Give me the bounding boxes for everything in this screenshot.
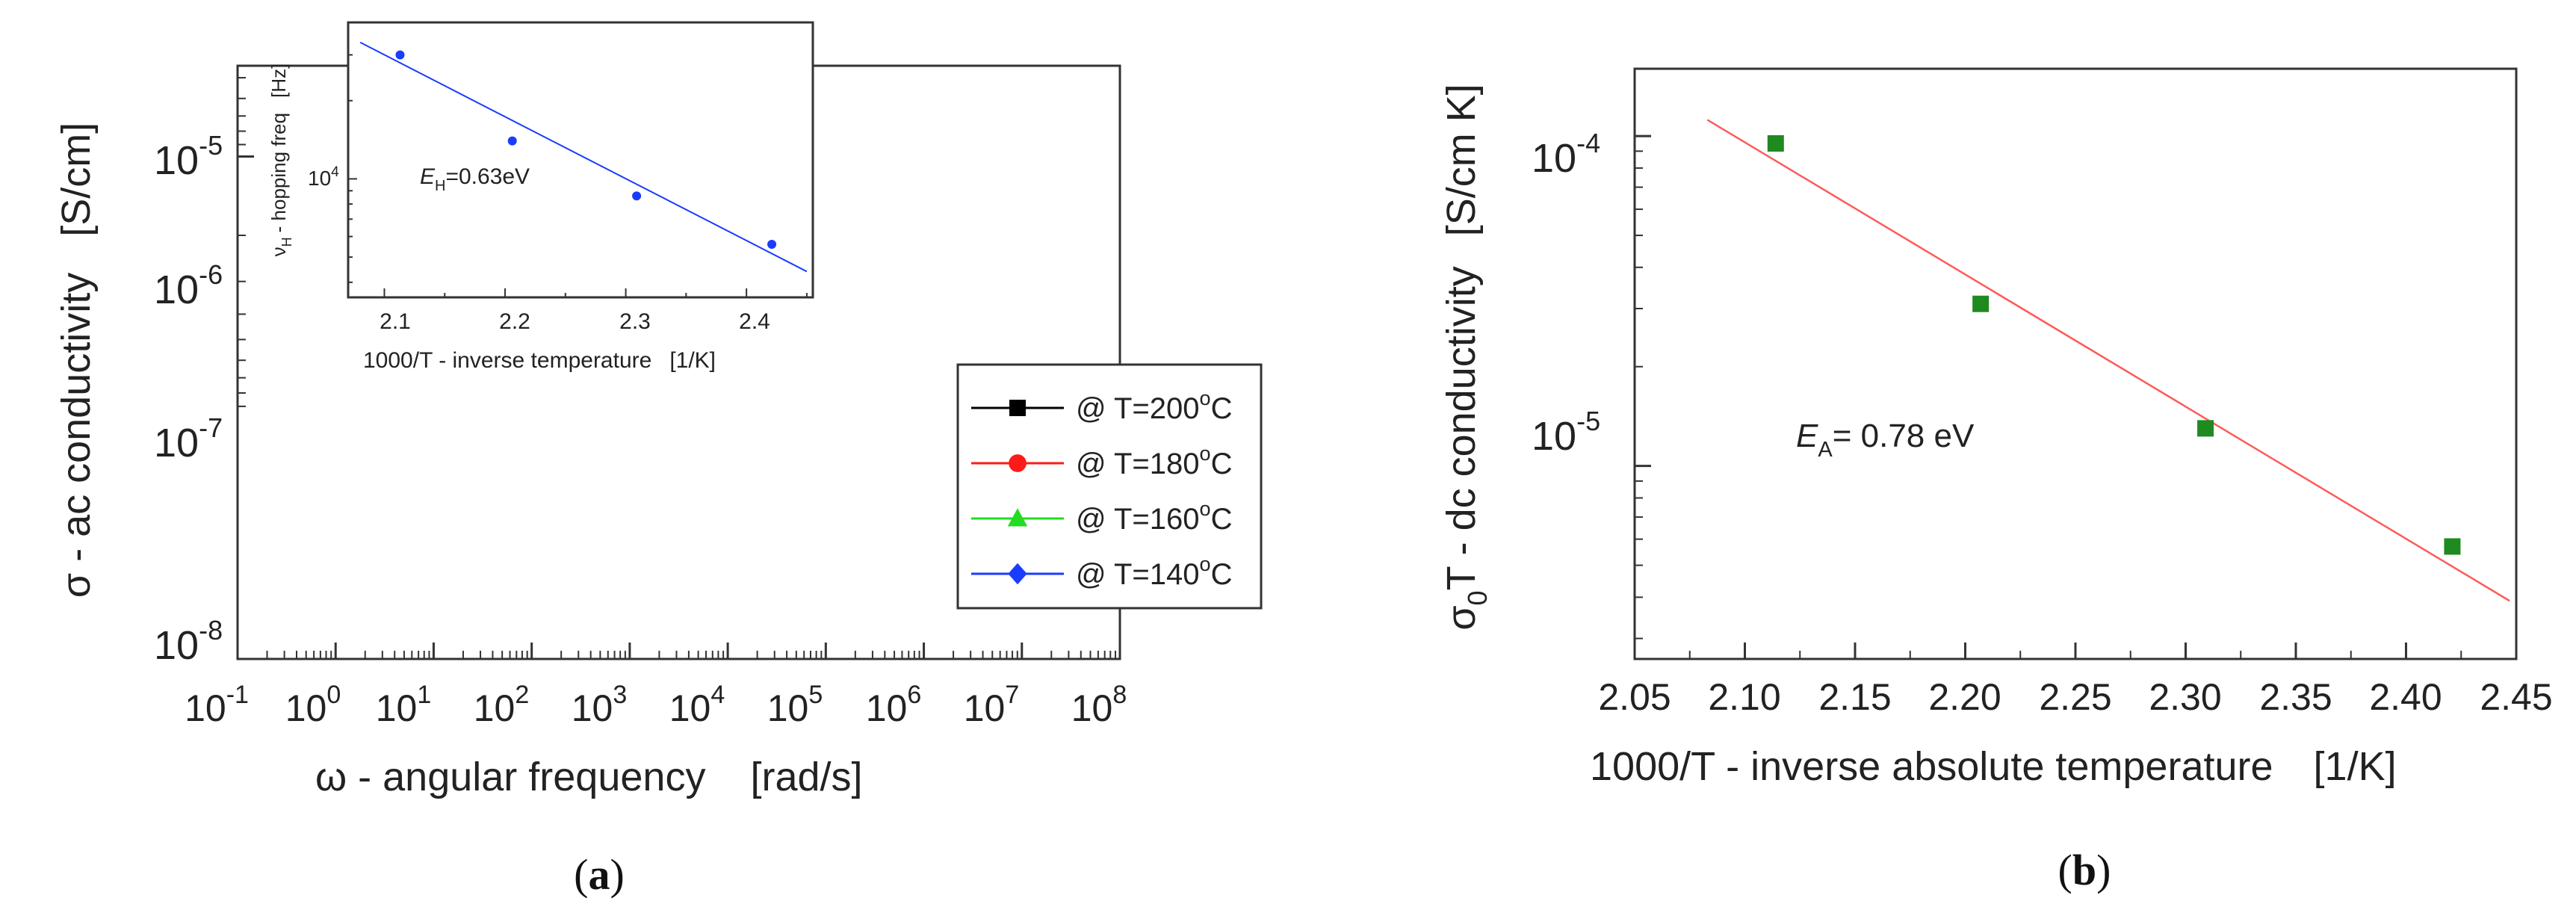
panel-label-a: (a) xyxy=(574,850,625,899)
chart-a-ticks xyxy=(236,77,1121,659)
fit-line xyxy=(1706,119,2510,602)
legend-marker xyxy=(1009,454,1027,472)
chart-b-frame xyxy=(1633,67,2518,660)
chart-a-y-axis-label: σ - ac conductivity[S/cm] xyxy=(54,123,99,598)
inset-fit-line xyxy=(359,41,808,273)
y-tick-label: 10-8 xyxy=(154,615,223,668)
x-tick-label: 10-1 xyxy=(185,681,249,729)
x-tick-label: 108 xyxy=(1071,681,1127,729)
y-tick-label: 10-5 xyxy=(1532,406,1600,459)
x-tick-label: 102 xyxy=(474,681,530,729)
inset-data-point xyxy=(632,191,642,201)
chart-a: 10-1 100 101 102 103 104 105 106 107 108… xyxy=(54,21,1263,899)
chart-a-y-tick-labels: 10-8 10-7 10-6 10-5 xyxy=(154,130,223,668)
inset-frame xyxy=(347,21,814,299)
data-point xyxy=(1767,134,1784,152)
chart-b-x-axis-label: 1000/T - inverse absolute temperature [1/… xyxy=(1590,744,2397,789)
y-tick-label: 10-6 xyxy=(154,259,223,312)
inset-x-tick-label: 2.4 xyxy=(739,309,770,334)
y-tick-label: 10-5 xyxy=(154,130,223,183)
chart-b-y-tick-labels: 10-5 10-4 xyxy=(1532,128,1600,459)
chart-a-x-axis-label: ω - angular frequency [rad/s] xyxy=(315,755,863,799)
chart-b: 2.05 2.10 2.15 2.20 2.25 2.30 2.35 2.40 … xyxy=(1439,67,2553,894)
y-tick-label: 10-7 xyxy=(154,412,223,465)
inset-data-point xyxy=(395,50,405,60)
chart-a-inset: 2.1 2.2 2.3 2.4 104 1000/T - inverse tem… xyxy=(267,21,814,373)
x-tick-label: 103 xyxy=(572,681,628,729)
inset-data-point xyxy=(767,240,777,250)
legend-marker xyxy=(1007,508,1028,527)
x-tick-label: 104 xyxy=(669,681,725,729)
inset-series xyxy=(359,41,808,273)
x-tick-label: 2.30 xyxy=(2149,676,2221,718)
inset-x-tick-label: 2.2 xyxy=(499,309,530,334)
inset-y-tick-label: 104 xyxy=(308,164,339,190)
panel-label-b: (b) xyxy=(2058,846,2111,894)
legend-box xyxy=(956,363,1263,610)
legend-markers xyxy=(971,400,1064,585)
inset-x-axis-label: 1000/T - inverse temperature [1/K] xyxy=(363,348,716,373)
x-tick-label: 107 xyxy=(964,681,1020,729)
data-point xyxy=(2444,538,2461,555)
x-tick-label: 100 xyxy=(285,681,341,729)
chart-b-series xyxy=(1706,119,2510,602)
chart-a-x-tick-labels: 10-1 100 101 102 103 104 105 106 107 108 xyxy=(185,681,1127,729)
inset-annotation: EH=0.63eV xyxy=(420,164,530,194)
data-point xyxy=(1972,295,1990,312)
inset-data-point xyxy=(507,136,517,146)
x-tick-label: 2.35 xyxy=(2259,676,2332,718)
chart-b-y-axis-label: σ0T - dc conductivity[S/cm K] xyxy=(1439,84,1493,631)
chart-a-legend: @ T=200oC @ T=180oC @ T=160oC @ T=140oC xyxy=(956,363,1263,610)
legend-marker xyxy=(1008,563,1027,585)
legend-label-180: @ T=180oC xyxy=(1076,442,1232,480)
y-tick-label: 10-4 xyxy=(1532,128,1600,181)
x-tick-label: 105 xyxy=(767,681,823,729)
x-tick-label: 2.20 xyxy=(1928,676,2001,718)
legend-label-140: @ T=140oC xyxy=(1076,553,1232,591)
chart-b-x-tick-labels: 2.05 2.10 2.15 2.20 2.25 2.30 2.35 2.40 … xyxy=(1598,676,2552,718)
legend-label-160: @ T=160oC xyxy=(1076,498,1232,536)
x-tick-label: 106 xyxy=(866,681,922,729)
inset-ticks xyxy=(348,54,808,297)
legend-marker xyxy=(1009,400,1026,416)
inset-x-tick-label: 2.1 xyxy=(380,309,411,334)
chart-b-ticks xyxy=(1633,134,2518,659)
chart-b-annotation: EA= 0.78 eV xyxy=(1796,418,1975,462)
x-tick-label: 2.05 xyxy=(1598,676,1671,718)
inset-y-axis-label: νH- hopping freq[Hz] xyxy=(267,64,294,257)
x-tick-label: 2.15 xyxy=(1818,676,1891,718)
data-point xyxy=(2197,420,2214,437)
x-tick-label: 101 xyxy=(376,681,432,729)
x-tick-label: 2.45 xyxy=(2480,676,2552,718)
legend-label-200: @ T=200oC xyxy=(1076,387,1232,425)
x-tick-label: 2.10 xyxy=(1708,676,1780,718)
inset-x-tick-label: 2.3 xyxy=(619,309,651,334)
x-tick-label: 2.40 xyxy=(2369,676,2442,718)
x-tick-label: 2.25 xyxy=(2039,676,2111,718)
